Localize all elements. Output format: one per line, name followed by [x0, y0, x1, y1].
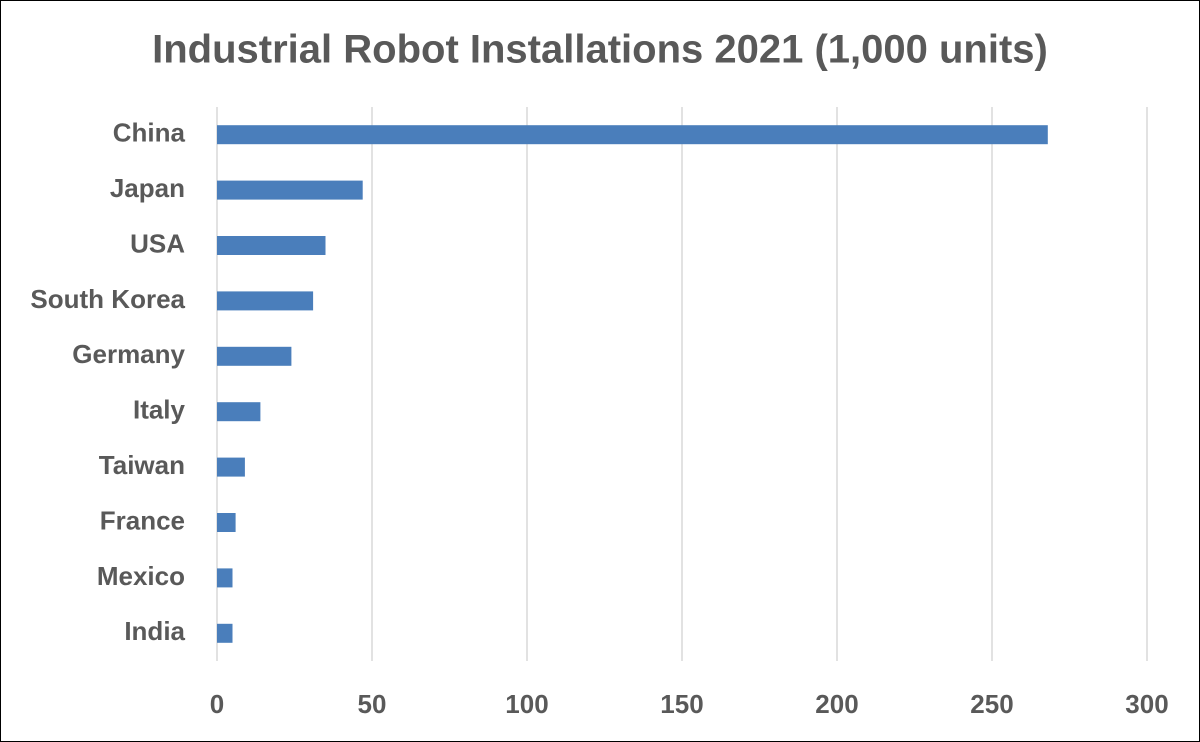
x-tick-label: 250: [970, 689, 1013, 719]
x-tick-label: 50: [358, 689, 387, 719]
y-tick-label: USA: [130, 228, 185, 258]
y-tick-label: Taiwan: [99, 450, 185, 480]
chart-title: Industrial Robot Installations 2021 (1,0…: [152, 28, 1048, 72]
bar: [217, 125, 1048, 145]
x-tick-label: 300: [1125, 689, 1168, 719]
bar: [217, 236, 326, 255]
y-tick-label: Italy: [133, 395, 186, 425]
y-tick-label: Germany: [72, 339, 185, 369]
bar: [217, 623, 233, 643]
y-tick-label: South Korea: [30, 284, 185, 314]
y-tick-label: Japan: [110, 173, 185, 203]
x-tick-label: 0: [210, 689, 224, 719]
x-tick-label: 200: [815, 689, 858, 719]
bar: [217, 291, 314, 311]
bar: [217, 402, 261, 422]
y-tick-label: France: [100, 505, 185, 535]
bar: [217, 513, 236, 532]
bar: [217, 180, 363, 200]
x-tick-label: 100: [505, 689, 548, 719]
y-tick-label: India: [124, 616, 185, 646]
bar: [217, 457, 245, 477]
bar: [217, 568, 233, 588]
y-tick-label: China: [113, 118, 186, 148]
y-tick-label: Mexico: [97, 561, 185, 591]
x-tick-label: 150: [660, 689, 703, 719]
bar: [217, 346, 292, 366]
